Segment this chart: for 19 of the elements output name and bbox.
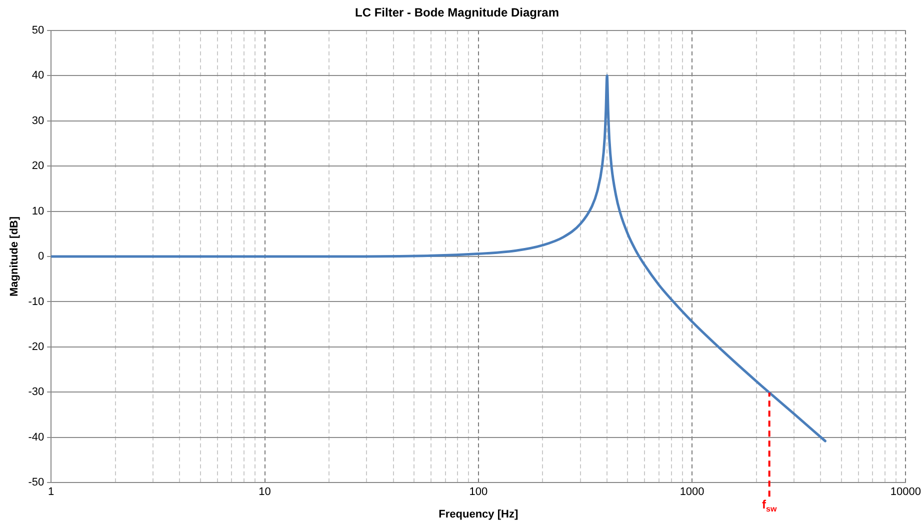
y-axis-title: Magnitude [dB] bbox=[8, 216, 21, 297]
x-tick-label: 100 bbox=[469, 486, 488, 498]
y-tick-label: 10 bbox=[32, 205, 44, 218]
y-tick-label: 0 bbox=[38, 250, 44, 263]
y-tick-label: -30 bbox=[28, 386, 44, 398]
x-tick-label: 10000 bbox=[890, 486, 922, 498]
y-tick-label: -50 bbox=[28, 476, 44, 489]
y-tick-label: 20 bbox=[32, 160, 44, 172]
x-axis-title: Frequency [Hz] bbox=[438, 508, 518, 520]
y-tick-label: 30 bbox=[32, 114, 44, 127]
chart-title: LC Filter - Bode Magnitude Diagram bbox=[354, 6, 560, 20]
y-tick-label: -20 bbox=[28, 340, 44, 353]
y-tick-label: -10 bbox=[28, 296, 44, 308]
y-tick-label: 50 bbox=[32, 24, 44, 36]
x-tick-label: 1 bbox=[48, 486, 54, 498]
x-tick-label: 10 bbox=[258, 486, 271, 498]
y-tick-label: 40 bbox=[32, 70, 44, 82]
y-tick-label: -40 bbox=[28, 431, 44, 444]
x-tick-label: 1000 bbox=[680, 486, 704, 498]
